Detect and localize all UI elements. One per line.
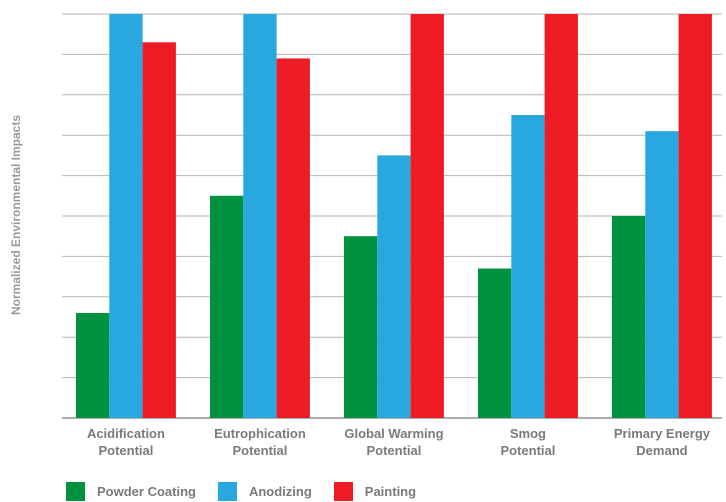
category-label: Smog <box>510 426 546 441</box>
category-label: Acidification <box>87 426 165 441</box>
legend-label: Painting <box>364 484 417 499</box>
legend-item: Anodizing <box>217 482 312 501</box>
legend-swatch <box>333 482 353 501</box>
category-label: Potential <box>232 443 287 458</box>
legend-swatch <box>217 482 237 501</box>
bar-painting <box>276 58 310 418</box>
legend-label: Anodizing <box>248 484 312 499</box>
x-axis-labels: Acidification Potential Eutrophication Pote… <box>87 426 711 458</box>
bar-painting <box>142 42 176 418</box>
legend: Powder Coating Anodizing Painting <box>66 482 438 501</box>
bar-painting <box>544 14 578 418</box>
bar-powder-coating <box>76 312 110 418</box>
bars <box>76 14 712 418</box>
y-axis-label: Normalized Environmental Impacts <box>9 115 23 315</box>
bar-powder-coating <box>478 268 512 418</box>
category-label: Primary Energy <box>614 426 711 441</box>
bar-powder-coating <box>344 236 378 418</box>
bar-painting <box>678 14 712 418</box>
category-label: Potential <box>500 443 555 458</box>
category-label: Eutrophication <box>214 426 306 441</box>
category-label: Demand <box>636 443 687 458</box>
legend-item: Powder Coating <box>66 482 196 501</box>
bar-powder-coating <box>612 216 646 418</box>
category-label: Potential <box>366 443 421 458</box>
bar-anodizing <box>645 131 679 418</box>
bar-powder-coating <box>210 195 244 418</box>
legend-label: Powder Coating <box>97 484 196 499</box>
bar-anodizing <box>243 14 277 418</box>
bar-anodizing <box>377 155 411 418</box>
legend-swatch <box>66 482 85 501</box>
category-label: Global Warming <box>344 426 443 441</box>
bar-anodizing <box>109 14 143 418</box>
category-label: Potential <box>98 443 153 458</box>
legend-item: Painting <box>333 482 417 501</box>
bar-painting <box>410 14 444 418</box>
bar-anodizing <box>511 115 545 418</box>
